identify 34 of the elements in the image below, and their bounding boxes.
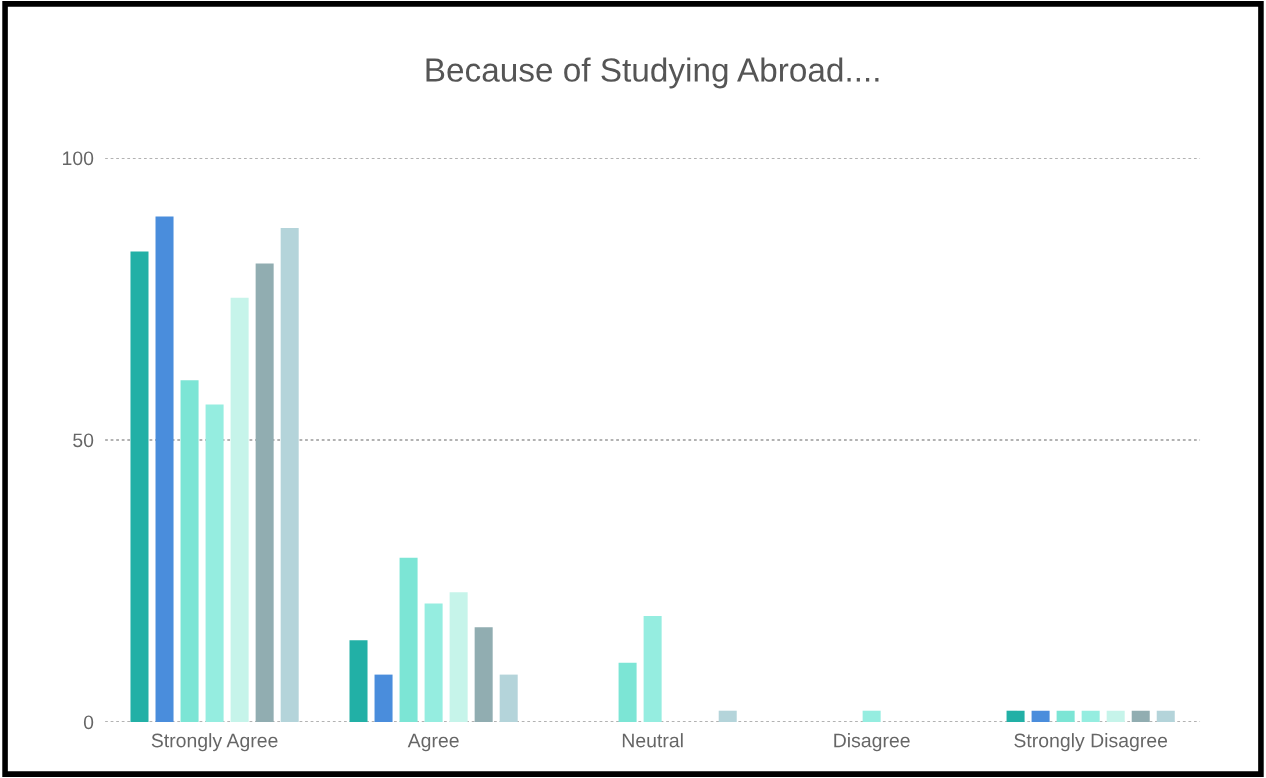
x-tick-label: Neutral (622, 733, 683, 748)
bar (1056, 710, 1075, 722)
bar (1106, 710, 1125, 722)
bar (230, 297, 249, 722)
bar (862, 710, 881, 722)
bar (449, 592, 468, 722)
chart-title: Because of Studying Abroad.... (426, 57, 879, 89)
x-tick-label: Strongly Agree (151, 733, 278, 752)
bar (349, 640, 368, 722)
bar (618, 662, 637, 722)
y-tick-label: 100 (63, 151, 94, 166)
bar (643, 615, 662, 722)
bar (374, 674, 393, 722)
bar (155, 216, 174, 722)
y-tick-label: 50 (73, 433, 94, 448)
x-tick-label: Strongly Disagree (1014, 733, 1168, 752)
x-tick-label: Agree (407, 733, 459, 752)
bar (1156, 710, 1175, 722)
bar (205, 404, 224, 722)
y-tick-label: 0 (83, 715, 94, 730)
bar (718, 710, 737, 722)
bar (130, 251, 149, 722)
bar (399, 557, 418, 722)
bar (424, 603, 443, 722)
bar (499, 674, 518, 722)
bar (1031, 710, 1050, 722)
bar (280, 227, 299, 722)
bar (474, 627, 493, 722)
bar (1081, 710, 1100, 722)
bar (1131, 710, 1150, 722)
bar (255, 263, 274, 722)
bar (180, 380, 199, 722)
x-tick-label: Disagree (834, 733, 910, 752)
bar (1006, 710, 1025, 722)
